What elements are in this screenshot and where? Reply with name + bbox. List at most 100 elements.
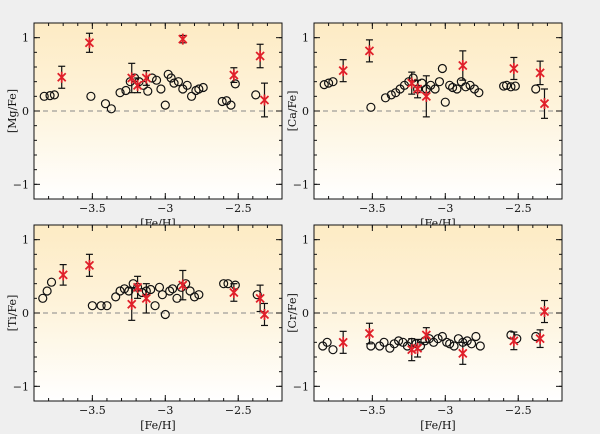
open-circle-point xyxy=(39,91,49,101)
open-circle-point xyxy=(474,88,484,98)
open-circle-point xyxy=(510,81,520,91)
open-circle-point xyxy=(198,82,208,93)
open-circle-point xyxy=(167,284,178,294)
y-tick-label: 0 xyxy=(302,105,309,118)
open-circle-point xyxy=(386,90,396,100)
red-asterisk-point xyxy=(58,269,68,281)
open-circle-point xyxy=(379,337,389,347)
y-tick-label: −1 xyxy=(13,178,29,191)
open-circle-point xyxy=(322,337,332,347)
open-circle-point xyxy=(165,286,175,296)
open-circle-point xyxy=(506,82,516,92)
open-circle-point xyxy=(471,331,481,342)
x-tick-label: −3 xyxy=(157,404,173,417)
open-circle-point xyxy=(160,100,170,110)
open-circle-point xyxy=(96,301,106,311)
y-axis-label: [Cr/Fe] xyxy=(286,293,299,333)
open-circle-point xyxy=(501,80,512,90)
y-tick-label: 0 xyxy=(22,105,29,118)
open-circle-point xyxy=(319,79,329,90)
x-tick-label: −3.5 xyxy=(79,404,106,417)
plot-area xyxy=(34,23,282,199)
red-asterisk-point xyxy=(178,33,188,45)
open-circle-point xyxy=(106,104,116,114)
open-circle-point xyxy=(100,99,111,109)
open-circle-point xyxy=(434,77,445,87)
y-tick-label: 1 xyxy=(302,32,309,45)
open-circle-point xyxy=(172,293,182,303)
x-tick-label: −3.5 xyxy=(359,202,386,215)
x-axis-label: [Fe/H] xyxy=(420,419,455,432)
open-circle-point xyxy=(394,336,404,346)
open-circle-point xyxy=(430,84,440,94)
red-asterisk-point xyxy=(535,67,545,79)
open-circle-point xyxy=(466,339,477,349)
open-circle-point xyxy=(166,73,176,83)
red-asterisk-point xyxy=(178,279,188,291)
red-asterisk-point xyxy=(141,292,151,304)
open-circle-point xyxy=(445,339,455,349)
open-circle-point xyxy=(143,86,153,96)
open-circle-point xyxy=(115,286,125,296)
open-circle-point xyxy=(475,341,485,351)
red-asterisk-point xyxy=(255,50,265,62)
red-asterisk-point xyxy=(84,37,95,49)
open-circle-point xyxy=(121,85,131,96)
plot-area xyxy=(314,23,562,199)
y-axis-label: [Ca/Fe] xyxy=(286,91,299,132)
open-circle-point xyxy=(230,79,240,89)
open-circle-point xyxy=(49,90,60,100)
y-tick-label: 1 xyxy=(302,234,309,247)
y-tick-label: −1 xyxy=(293,178,309,191)
open-circle-point xyxy=(185,286,195,296)
open-circle-point xyxy=(437,331,447,342)
open-circle-point xyxy=(194,290,204,300)
red-asterisk-point xyxy=(141,72,151,84)
open-circle-point xyxy=(45,90,55,101)
red-asterisk-point xyxy=(535,333,545,345)
red-asterisk-point xyxy=(412,83,423,95)
open-circle-point xyxy=(445,80,455,90)
x-tick-label: −2.5 xyxy=(505,202,532,215)
y-tick-label: 0 xyxy=(302,307,309,320)
open-circle-point xyxy=(437,63,447,74)
red-asterisk-point xyxy=(259,308,270,320)
open-circle-point xyxy=(219,279,229,289)
y-tick-label: 1 xyxy=(22,234,29,247)
open-circle-point xyxy=(38,293,48,303)
open-circle-point xyxy=(150,301,160,311)
open-circle-point xyxy=(102,301,112,311)
open-circle-point xyxy=(440,97,450,107)
open-circle-point xyxy=(252,290,262,300)
open-circle-point xyxy=(328,77,338,87)
open-circle-point xyxy=(151,75,162,85)
open-circle-point xyxy=(147,73,157,83)
open-circle-point xyxy=(380,93,391,103)
red-asterisk-point xyxy=(127,72,137,84)
red-asterisk-point xyxy=(539,306,550,318)
red-asterisk-point xyxy=(127,298,137,310)
red-asterisk-point xyxy=(255,292,265,304)
open-circle-point xyxy=(111,292,121,302)
y-axis-label: [Ti/Fe] xyxy=(6,295,19,332)
open-circle-point xyxy=(194,84,204,94)
red-asterisk-point xyxy=(458,60,468,72)
y-axis-label: [Mg/Fe] xyxy=(6,89,19,133)
red-asterisk-point xyxy=(84,259,95,271)
red-asterisk-point xyxy=(229,69,239,81)
open-circle-point xyxy=(169,78,179,88)
red-asterisk-point xyxy=(509,335,519,347)
open-circle-point xyxy=(160,309,170,320)
open-circle-point xyxy=(182,80,192,90)
red-asterisk-point xyxy=(509,62,519,74)
red-asterisk-point xyxy=(338,65,348,77)
red-asterisk-point xyxy=(458,347,468,359)
red-asterisk-point xyxy=(132,79,143,91)
x-tick-label: −2.5 xyxy=(225,202,252,215)
red-asterisk-point xyxy=(412,342,423,354)
panel-ca: −3.5 −3 −2.5−101[Fe/H][Ca/Fe] xyxy=(286,22,563,230)
open-circle-point xyxy=(230,280,240,290)
open-circle-point xyxy=(447,82,458,93)
plot-area xyxy=(34,225,282,401)
y-tick-label: 1 xyxy=(22,32,29,45)
